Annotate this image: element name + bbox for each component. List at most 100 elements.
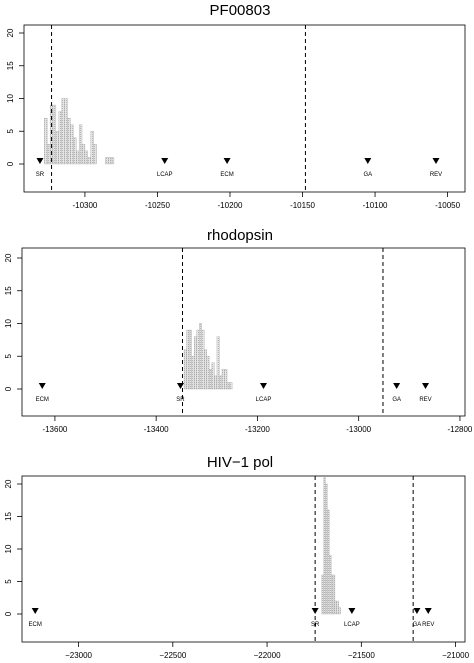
histogram-bar (327, 509, 330, 615)
y-tick-label: 0 (6, 161, 15, 166)
histogram-bar (76, 150, 80, 165)
histogram-bar (334, 600, 337, 615)
plot-frame (23, 24, 466, 193)
histogram-bar (110, 157, 115, 165)
y-tick-label: 15 (6, 61, 15, 70)
y-axis: 0 5 10 15 20 (6, 28, 24, 166)
panel-hiv1-pol: HIV−1 pol ECM SR LCAP GA REV −23000 −22500 −22… (4, 454, 470, 660)
marker-label: GA (363, 172, 372, 178)
x-axis: -10300 -10250 -10200 -10150 -10100 -10050 (72, 192, 461, 210)
y-tick-label: 20 (4, 253, 13, 262)
marker-label: SR (176, 397, 185, 403)
y-tick-label: 15 (4, 286, 13, 295)
histogram-bar (201, 329, 205, 390)
histogram-bar (199, 323, 202, 390)
histogram-bar (81, 144, 86, 165)
histogram-bar (224, 369, 228, 390)
x-tick-label: -13400 (144, 425, 169, 434)
y-tick-label: 15 (4, 512, 13, 521)
histogram-bar (107, 157, 112, 165)
marker-triangle (413, 608, 421, 614)
histogram-bar (61, 98, 65, 165)
marker-label: GA (413, 622, 422, 628)
x-tick-label: -13600 (42, 425, 67, 434)
x-tick-label: -10100 (363, 201, 388, 210)
marker-label: REV (419, 397, 431, 403)
histogram-bar (329, 555, 332, 615)
y-tick-label: 10 (6, 94, 15, 103)
histogram-bar (221, 369, 225, 390)
marker-label: SR (36, 172, 45, 178)
panel-rhodopsin: rhodopsin ECM SR LCAP GA REV -13600 -13400 -13… (4, 227, 473, 434)
marker-triangle (432, 158, 440, 164)
y-tick-label: 0 (4, 386, 13, 391)
histogram-bar (105, 157, 109, 165)
marker-triangle (161, 158, 169, 164)
marker-triangle (36, 158, 44, 164)
histogram-bar (93, 144, 97, 165)
x-tick-label: -10200 (218, 201, 243, 210)
marker-label: LCAP (256, 397, 272, 403)
histogram-bar (87, 157, 91, 165)
x-tick-label: -12800 (447, 425, 472, 434)
histogram-bar (332, 574, 336, 615)
histogram-bar (214, 375, 218, 390)
histogram-bar (336, 600, 339, 615)
y-tick-label: 0 (4, 611, 13, 616)
x-tick-label: -10150 (290, 201, 315, 210)
histogram-bar (188, 329, 192, 390)
y-tick-label: 5 (4, 579, 13, 584)
x-tick-label: -10300 (72, 201, 97, 210)
x-tick-label: −22000 (254, 651, 281, 660)
marker-triangle (364, 158, 372, 164)
marker-triangle (31, 608, 39, 614)
marker-triangle (348, 608, 356, 614)
histogram-bar (70, 124, 74, 165)
histogram-bar (55, 131, 59, 165)
histogram-bar (47, 144, 51, 165)
marker-triangle (260, 383, 267, 389)
histogram-bar (206, 356, 210, 390)
x-axis: −23000 −22500 −22000 −21500 −21000 (65, 642, 470, 660)
histogram-bar (229, 382, 233, 390)
x-tick-label: -10050 (435, 201, 460, 210)
x-tick-label: -10250 (145, 201, 170, 210)
histogram-bar (52, 104, 57, 165)
histogram-bar (211, 362, 215, 390)
dashed-lines (181, 248, 384, 416)
marker-label: LCAP (157, 172, 173, 178)
marker-triangle (424, 608, 432, 614)
marker-triangle (38, 383, 46, 389)
histogram-bars (321, 477, 341, 615)
histogram-bar (323, 477, 326, 615)
y-axis: 0 5 10 15 20 (4, 253, 22, 391)
chart-title: HIV−1 pol (207, 454, 273, 471)
marker-label: REV (430, 172, 442, 178)
method-markers: SR LCAP ECM GA REV (36, 158, 442, 178)
y-tick-label: 10 (4, 544, 13, 553)
histogram-bar (193, 336, 197, 390)
marker-label: LCAP (344, 622, 360, 628)
chart-title: PF00803 (210, 2, 271, 19)
y-tick-label: 5 (4, 353, 13, 358)
plot-frame (21, 247, 466, 417)
y-tick-label: 10 (4, 319, 13, 328)
marker-triangle (223, 158, 231, 164)
histogram-bar (49, 104, 54, 165)
panel-pf00803: PF00803 SR LCAP ECM GA REV -10300 -10250 -1020… (6, 2, 466, 210)
marker-label: GA (392, 397, 401, 403)
histogram-bar (183, 349, 187, 390)
x-tick-label: −21500 (348, 651, 375, 660)
histogram-bar (64, 98, 68, 165)
histogram-bar (226, 382, 230, 390)
histogram-bar (186, 329, 190, 390)
marker-triangle (393, 383, 401, 389)
x-tick-label: -13000 (346, 425, 371, 434)
chart-title: rhodopsin (207, 227, 273, 244)
histogram-bar (219, 375, 223, 390)
histogram-bar (216, 336, 220, 390)
marker-label: REV (422, 622, 434, 628)
histogram-bar (84, 150, 88, 165)
histogram-bar (58, 111, 62, 165)
